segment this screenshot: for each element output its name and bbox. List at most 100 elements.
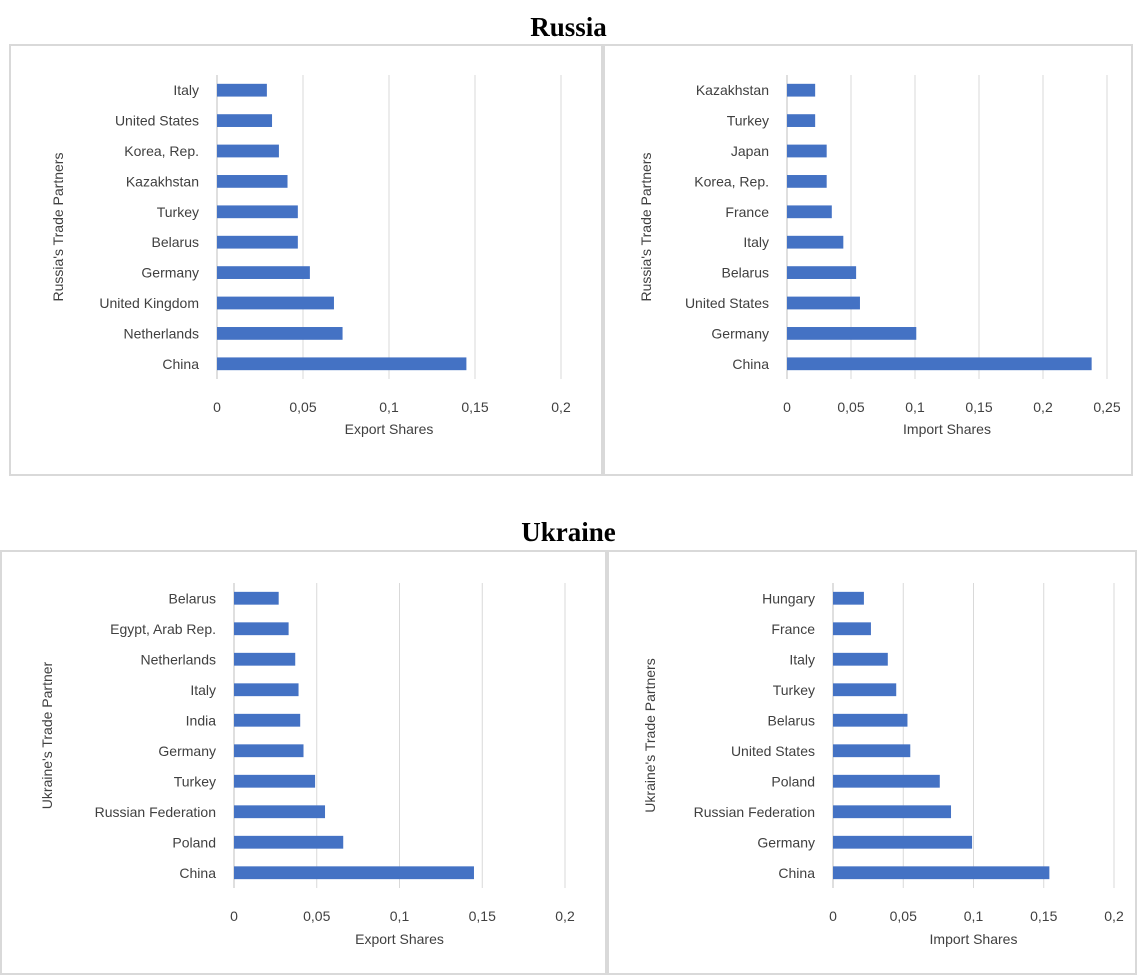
section-title-ukraine: Ukraine [521, 517, 616, 547]
x-tick-label: 0,1 [379, 399, 399, 415]
category-label: United Kingdom [99, 295, 199, 311]
category-label: Egypt, Arab Rep. [110, 621, 216, 637]
bar [787, 175, 827, 188]
category-label: France [725, 204, 769, 220]
bar [217, 83, 267, 97]
bar [833, 805, 952, 819]
x-tick-label: 0,2 [1033, 399, 1053, 415]
x-axis-label: Export Shares [345, 421, 434, 437]
x-axis-label: Export Shares [355, 931, 444, 947]
bar [234, 652, 296, 666]
category-label: United States [731, 743, 815, 759]
x-tick-label: 0,1 [964, 908, 984, 924]
x-tick-label: 0,15 [965, 399, 992, 415]
bar [234, 713, 301, 727]
category-label: Poland [172, 834, 216, 850]
category-label: Russian Federation [95, 804, 216, 820]
category-label: Belarus [722, 265, 769, 281]
category-label: Germany [141, 265, 199, 281]
chart-panel-russia-imports: 0 0,05 0,1 0,15 0,2 0,25 China Germany United St… [603, 44, 1133, 476]
category-label: Germany [711, 325, 769, 341]
x-tick-label: 0 [829, 908, 837, 924]
bar [833, 683, 897, 697]
bar [234, 866, 474, 880]
bar [787, 266, 857, 279]
bar [217, 114, 273, 127]
category-label: Korea, Rep. [694, 173, 769, 189]
category-label: China [162, 356, 199, 372]
bar [787, 327, 917, 340]
bar [234, 622, 289, 636]
x-tick-label: 0,15 [1030, 908, 1057, 924]
y-axis-label: Russia's Trade Partners [638, 153, 654, 302]
x-tick-label: 0 [213, 399, 221, 415]
y-axis-label: Russia's Trade Partners [50, 153, 66, 302]
category-label: United States [685, 295, 769, 311]
y-axis-label: Ukraine's Trade Partners [642, 658, 658, 812]
bar [234, 683, 299, 697]
category-label: Netherlands [141, 651, 217, 667]
category-label: Belarus [169, 590, 216, 606]
bar [833, 744, 911, 758]
category-label: Turkey [727, 113, 769, 129]
chart-ukraine-imports: 0 0,05 0,1 0,15 0,2 China Germany Russian Feder… [642, 583, 1124, 947]
bar [787, 296, 860, 310]
category-label: Italy [190, 682, 216, 698]
chart-panel-ukraine-exports: 0 0,05 0,1 0,15 0,2 China Poland Russian Federa… [0, 550, 607, 975]
x-tick-label: 0,15 [461, 399, 488, 415]
category-label: India [186, 712, 217, 728]
bar [217, 266, 310, 279]
category-label: Korea, Rep. [124, 143, 199, 159]
chart-panel-ukraine-imports: 0 0,05 0,1 0,15 0,2 China Germany Russian Feder… [607, 550, 1137, 975]
category-label: Netherlands [124, 325, 200, 341]
bar [787, 205, 832, 219]
section-title-russia: Russia [530, 12, 607, 42]
x-tick-label: 0,05 [289, 399, 316, 415]
x-tick-label: 0,15 [469, 908, 496, 924]
bar [787, 357, 1092, 371]
bar [833, 866, 1050, 880]
bar [217, 296, 334, 310]
category-label: China [778, 865, 815, 881]
chart-russia-exports: 0 0,05 0,1 0,15 0,2 China Netherlands United Ki… [50, 75, 571, 437]
bar [234, 591, 279, 605]
x-tick-label: 0,05 [890, 908, 917, 924]
category-label: Poland [771, 773, 815, 789]
x-tick-label: 0,2 [551, 399, 571, 415]
category-label: Italy [743, 234, 769, 250]
category-label: Kazakhstan [696, 82, 769, 98]
x-tick-label: 0 [783, 399, 791, 415]
category-label: Belarus [768, 712, 815, 728]
bar [217, 357, 467, 371]
x-axis-label: Import Shares [930, 931, 1018, 947]
chart-russia-imports: 0 0,05 0,1 0,15 0,2 0,25 China Germany United St… [638, 75, 1121, 437]
x-tick-label: 0,1 [905, 399, 925, 415]
category-label: Germany [158, 743, 216, 759]
bar [787, 114, 816, 127]
bar [217, 175, 288, 188]
x-axis-label: Import Shares [903, 421, 991, 437]
category-label: Germany [757, 834, 815, 850]
bar [217, 327, 343, 340]
category-label: Turkey [157, 204, 199, 220]
bar [833, 774, 940, 788]
chart-panel-russia-exports: 0 0,05 0,1 0,15 0,2 China Netherlands United Ki… [9, 44, 603, 476]
x-tick-label: 0,2 [555, 908, 575, 924]
x-tick-label: 0,05 [837, 399, 864, 415]
bar [217, 144, 279, 158]
bar [833, 622, 871, 636]
category-label: Italy [173, 82, 199, 98]
bar [217, 235, 298, 249]
category-label: Hungary [762, 590, 815, 606]
category-label: United States [115, 113, 199, 129]
bar [833, 591, 864, 605]
bar [217, 205, 298, 219]
category-label: France [771, 621, 815, 637]
x-tick-label: 0,2 [1104, 908, 1124, 924]
category-label: Japan [731, 143, 769, 159]
y-axis-label: Ukraine's Trade Partner [39, 661, 55, 809]
bar [787, 83, 816, 97]
bar [787, 144, 827, 158]
category-label: China [179, 865, 216, 881]
bar [833, 713, 908, 727]
